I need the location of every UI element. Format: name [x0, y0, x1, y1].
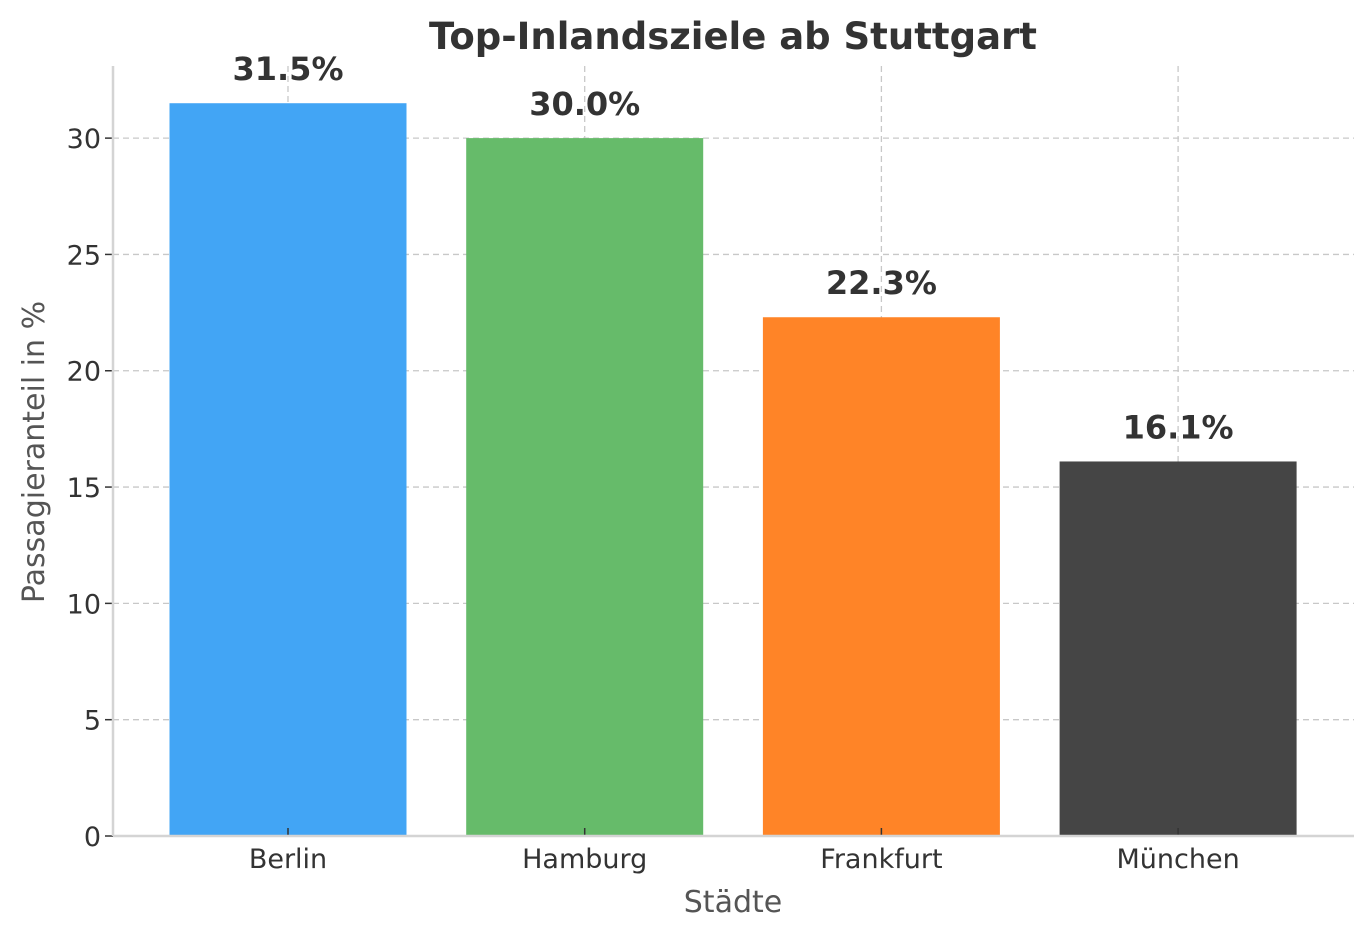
- y-axis-label: Passagieranteil in %: [17, 301, 52, 603]
- bar-berlin: [169, 103, 407, 837]
- labels: 0 5 10 15 20 25 30 Berlin Hamburg Frankfurt Münche…: [67, 50, 1240, 875]
- x-tick-label: Berlin: [249, 844, 327, 875]
- y-tick-label: 10: [67, 589, 101, 620]
- bar-hamburg: [466, 138, 704, 836]
- y-tick-label: 20: [67, 357, 101, 388]
- y-tick-label: 5: [84, 706, 101, 737]
- chart-title: Top-Inlandsziele ab Stuttgart: [429, 15, 1037, 58]
- bars: [169, 103, 1297, 837]
- y-tick-label: 0: [84, 822, 101, 853]
- y-tick-label: 15: [67, 473, 101, 504]
- x-tick-label: Hamburg: [522, 844, 647, 875]
- data-label: 16.1%: [1123, 408, 1234, 446]
- x-tick-label: München: [1116, 844, 1239, 875]
- bar-münchen: [1059, 461, 1297, 836]
- x-axis-label: Städte: [684, 885, 782, 920]
- y-tick-label: 30: [67, 124, 101, 155]
- data-label: 30.0%: [529, 85, 640, 123]
- data-label: 22.3%: [826, 264, 937, 302]
- axes: [105, 66, 1354, 838]
- data-label: 31.5%: [232, 50, 343, 88]
- x-tick-label: Frankfurt: [820, 844, 942, 875]
- y-tick-label: 25: [67, 240, 101, 271]
- bar-frankfurt: [762, 317, 1000, 837]
